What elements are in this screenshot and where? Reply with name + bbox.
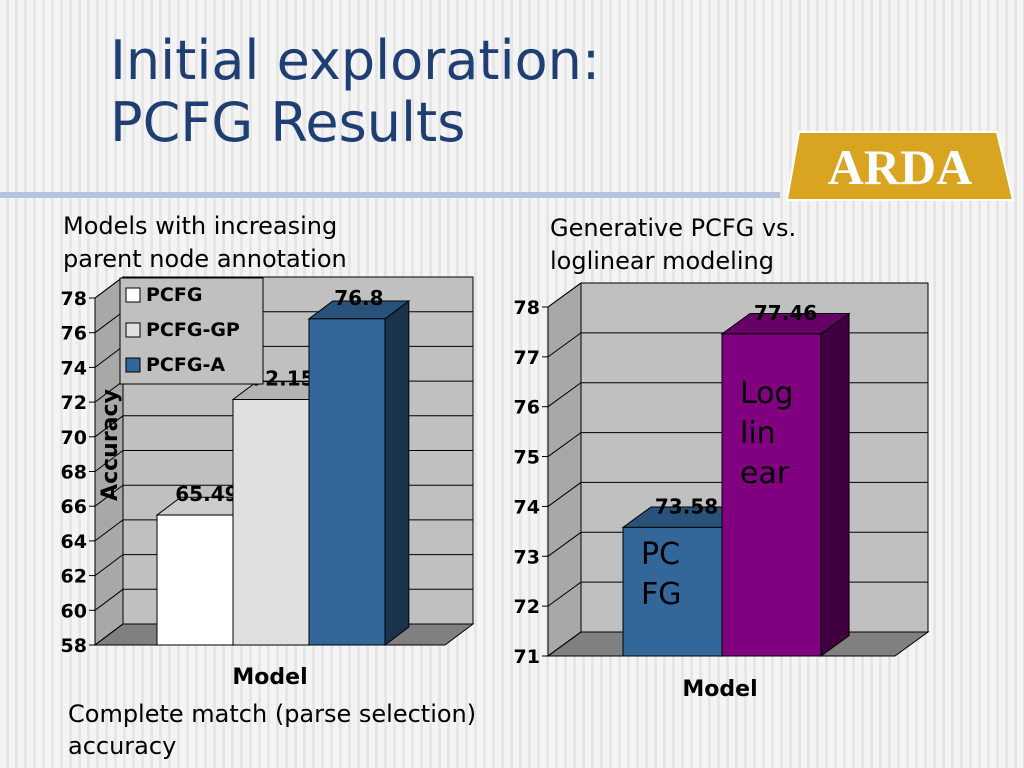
caption: Complete match (parse selection) accurac… xyxy=(68,700,477,760)
chart-title: Generative PCFG vs. loglinear modeling xyxy=(550,214,797,275)
y-tick-label: 71 xyxy=(514,646,540,668)
y-tick-label: 62 xyxy=(61,566,87,588)
slide-title: Initial exploration: PCFG Results xyxy=(110,30,600,154)
bar xyxy=(156,514,234,646)
logo-badge xyxy=(785,131,1015,201)
y-tick-label: 72 xyxy=(514,596,540,618)
y-tick-label: 72 xyxy=(61,392,87,414)
bar-side xyxy=(820,312,850,657)
x-axis-label: Model xyxy=(232,665,307,690)
title-line: Initial exploration: xyxy=(110,29,601,92)
y-tick-label: 73 xyxy=(514,546,540,568)
value-label: 65.49 xyxy=(175,482,238,506)
y-tick-label: 60 xyxy=(61,600,87,622)
legend-label: PCFG-GP xyxy=(146,319,240,341)
y-tick-label: 77 xyxy=(514,347,540,369)
bar xyxy=(721,333,822,657)
y-tick-label: 68 xyxy=(61,462,87,484)
title-line: PCFG Results xyxy=(110,91,466,154)
bar xyxy=(308,318,386,646)
logo: ARDA xyxy=(785,131,1015,201)
legend-swatch xyxy=(125,322,141,338)
grid-line xyxy=(94,276,473,299)
y-tick-label: 75 xyxy=(514,447,540,469)
bar-side xyxy=(384,299,410,646)
legend-label: PCFG-A xyxy=(146,354,225,376)
legend-swatch xyxy=(125,357,141,373)
y-tick-label: 58 xyxy=(61,635,87,657)
y-axis-label: Accuracy xyxy=(98,389,123,501)
y-tick-label: 70 xyxy=(61,427,87,449)
bar-label: PC FG xyxy=(641,537,682,613)
y-tick-label: 78 xyxy=(61,288,87,310)
bar xyxy=(232,398,310,646)
y-tick-label: 78 xyxy=(514,297,540,319)
divider xyxy=(0,192,780,198)
logo-text: ARDA xyxy=(828,139,972,195)
x-axis-label: Model xyxy=(682,677,757,702)
bar xyxy=(622,526,723,657)
grid-line xyxy=(547,282,928,308)
y-tick-label: 64 xyxy=(61,531,87,553)
legend-swatch xyxy=(125,287,141,303)
y-tick-label: 76 xyxy=(514,397,540,419)
y-tick-label: 74 xyxy=(61,357,87,379)
y-tick-label: 74 xyxy=(514,496,540,518)
legend-label: PCFG xyxy=(146,284,202,306)
y-tick-label: 76 xyxy=(61,323,87,345)
legend-box xyxy=(119,277,264,385)
value-label: 77.46 xyxy=(754,301,817,325)
bar-label: Log lin ear xyxy=(740,375,794,491)
value-label: 73.58 xyxy=(655,494,718,518)
side-wall xyxy=(547,282,582,657)
value-label: 76.8 xyxy=(334,286,383,310)
chart-title: Models with increasing parent node annot… xyxy=(63,212,347,273)
y-tick-label: 66 xyxy=(61,496,87,518)
